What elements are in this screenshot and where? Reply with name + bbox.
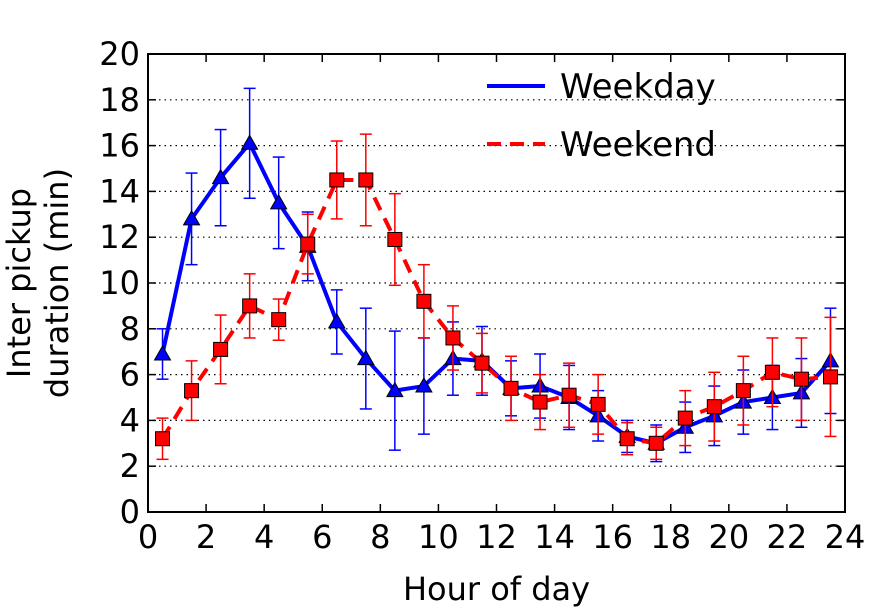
series-weekend-markers <box>155 172 838 451</box>
y-tick-label-0: 0 <box>120 493 140 531</box>
x-tick-label-24: 24 <box>825 518 866 556</box>
legend: Weekday Weekend <box>487 67 716 165</box>
x-tick-label-2: 2 <box>196 518 216 556</box>
data-point-weekend-16 <box>619 431 635 447</box>
y-tick-label-8: 8 <box>120 310 140 348</box>
x-tick-label-16: 16 <box>592 518 633 556</box>
x-tick-label-4: 4 <box>254 518 274 556</box>
y-tick-label-14: 14 <box>99 172 140 210</box>
x-tick-label-0: 0 <box>138 518 158 556</box>
x-axis-label: Hour of day <box>403 570 590 608</box>
x-tick-label-8: 8 <box>370 518 390 556</box>
x-tick-label-12: 12 <box>476 518 517 556</box>
y-tick-label-2: 2 <box>120 447 140 485</box>
y-tick-label-4: 4 <box>120 401 140 439</box>
data-point-weekday-9 <box>415 377 433 393</box>
data-point-weekday-3 <box>240 134 259 150</box>
y-tick-label-12: 12 <box>99 218 140 256</box>
data-point-weekend-1 <box>184 383 200 399</box>
x-tick-label-14: 14 <box>534 518 575 556</box>
x-tick-label-10: 10 <box>418 518 459 556</box>
data-point-weekend-8 <box>387 231 403 247</box>
series-layer <box>153 87 840 463</box>
series-weekend-line <box>160 177 831 446</box>
data-point-weekend-7 <box>358 172 374 188</box>
legend-label-weekday: Weekday <box>560 67 716 107</box>
data-point-weekend-5 <box>300 236 316 252</box>
y-tick-label-18: 18 <box>99 81 140 119</box>
data-point-weekday-8 <box>385 381 404 398</box>
data-point-weekend-21 <box>764 364 780 380</box>
x-tick-label-20: 20 <box>708 518 749 556</box>
grid-lines <box>148 99 845 467</box>
data-point-weekend-2 <box>213 341 229 357</box>
x-tick-label-6: 6 <box>312 518 332 556</box>
series-weekend-error-bars <box>156 133 837 461</box>
data-point-weekday-0 <box>153 344 172 361</box>
data-point-weekday-2 <box>211 168 230 185</box>
y-tick-label-6: 6 <box>120 356 140 394</box>
data-point-weekend-9 <box>416 293 432 309</box>
data-point-weekend-15 <box>590 396 606 412</box>
y-tick-label-10: 10 <box>99 264 140 302</box>
legend-label-weekend: Weekend <box>560 125 716 165</box>
data-point-weekend-6 <box>329 172 345 188</box>
data-point-weekend-10 <box>445 330 461 346</box>
data-point-weekday-4 <box>269 193 288 210</box>
data-point-weekend-19 <box>706 399 722 415</box>
data-point-weekend-18 <box>677 410 693 426</box>
data-point-weekend-23 <box>822 369 838 385</box>
data-point-weekend-4 <box>271 312 287 328</box>
y-axis-label-line-2: duration (min) <box>38 168 76 398</box>
y-tick-label-20: 20 <box>99 35 140 73</box>
legend-item-weekday: Weekday <box>487 67 716 107</box>
y-tick-label-16: 16 <box>99 127 140 165</box>
data-point-weekday-6 <box>327 312 346 329</box>
data-point-weekend-11 <box>474 355 490 371</box>
data-point-weekend-13 <box>532 394 548 410</box>
data-point-weekend-3 <box>242 298 258 314</box>
legend-item-weekend: Weekend <box>487 125 716 165</box>
data-point-weekday-7 <box>356 349 375 366</box>
data-point-weekend-14 <box>561 387 577 403</box>
data-point-weekend-20 <box>735 383 751 399</box>
data-point-weekend-0 <box>155 431 171 447</box>
data-point-weekend-22 <box>793 371 809 387</box>
x-tick-label-22: 22 <box>767 518 808 556</box>
data-point-weekday-1 <box>182 209 201 226</box>
series-weekday-markers <box>153 134 840 450</box>
data-point-weekend-12 <box>503 380 519 396</box>
y-axis-label-line-1: Inter pickup <box>0 188 38 378</box>
series-weekend <box>155 133 838 461</box>
data-point-weekend-17 <box>648 435 664 451</box>
x-tick-label-18: 18 <box>650 518 691 556</box>
